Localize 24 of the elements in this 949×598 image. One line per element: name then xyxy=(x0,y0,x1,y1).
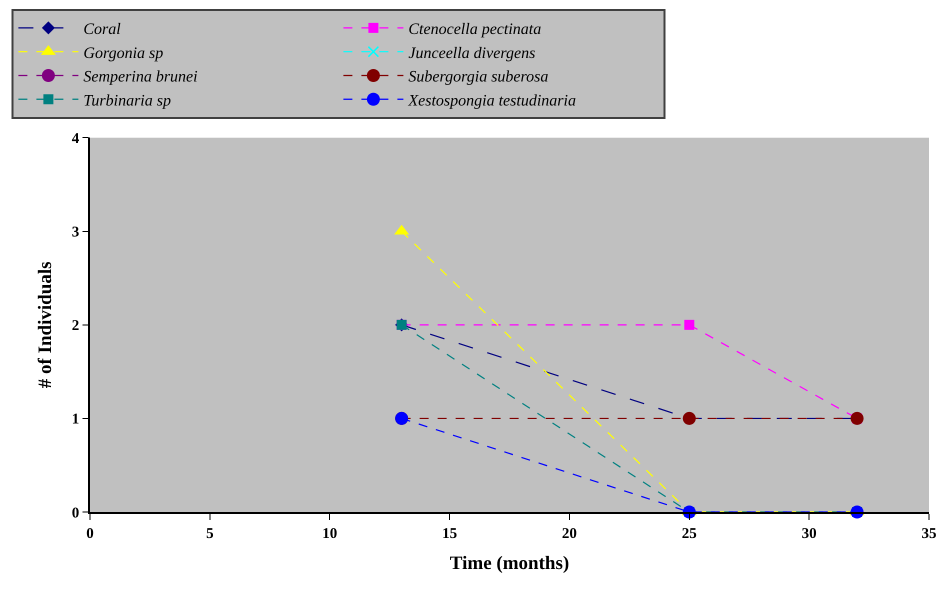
x-tick-label: 30 xyxy=(802,526,817,542)
point xyxy=(684,320,694,330)
x-tick-label: 5 xyxy=(206,526,214,542)
x-axis-title: Time (months) xyxy=(450,553,570,574)
x-tick-label: 10 xyxy=(322,526,338,542)
y-tick-label: 1 xyxy=(72,412,80,428)
x-tick-label: 25 xyxy=(682,526,697,542)
legend-label: Semperina brunei xyxy=(83,68,198,86)
x-tick-label: 15 xyxy=(442,526,458,542)
legend-label: Junceella divergens xyxy=(408,44,536,62)
x-tick-label: 0 xyxy=(86,526,94,542)
y-axis-title: # of Individuals xyxy=(35,261,56,388)
legend-label: Gorgonia sp xyxy=(83,44,164,62)
legend-label: Turbinaria sp xyxy=(83,92,171,110)
legend-label: Subergorgia suberosa xyxy=(408,68,548,86)
y-tick-label: 2 xyxy=(72,318,80,334)
legend-label: Ctenocella pectinata xyxy=(408,21,542,38)
x-tick-label: 35 xyxy=(922,526,936,542)
x-tick-label: 20 xyxy=(562,526,577,542)
legend-label: Xestospongia testudinaria xyxy=(407,92,576,110)
y-tick-label: 0 xyxy=(72,505,80,522)
y-tick-label: 4 xyxy=(72,130,80,147)
y-tick-label: 3 xyxy=(72,224,80,241)
legend-label: Coral xyxy=(83,21,122,38)
